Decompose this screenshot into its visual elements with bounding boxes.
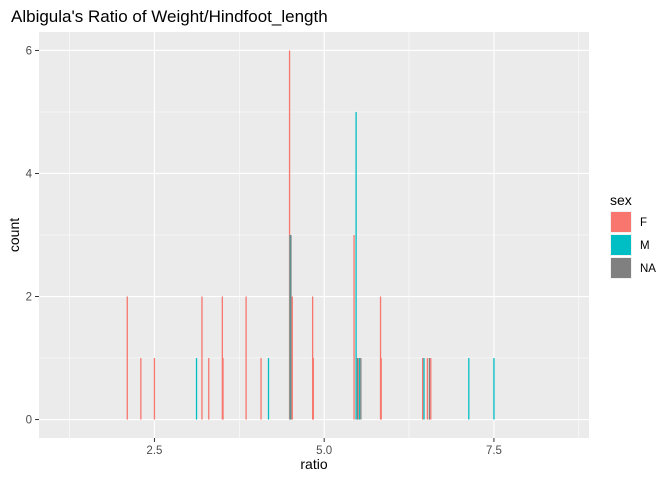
bar-NA [356,358,359,420]
bar-F [288,50,291,420]
y-tick-label: 2 [26,292,32,304]
bar-F [291,296,293,420]
minor-gridlines [39,32,589,438]
bar-F [245,296,247,420]
bar-M [195,358,198,420]
bar-M [493,358,495,420]
bar-F [208,358,210,420]
bar-F [357,358,359,420]
bar-F [379,296,382,420]
bar-M [355,111,357,420]
bar-F [201,296,203,420]
x-tick-label: 7.5 [486,445,502,457]
y-tick-label: 0 [26,415,32,427]
legend: sex FM NA [610,192,656,279]
x-tick-label: 5.0 [316,445,332,457]
bar-F [221,296,223,420]
x-axis-title: ratio [300,456,327,472]
legend-swatch-F [611,212,631,232]
bar-F [140,358,142,420]
bar-F [353,235,355,420]
legend-swatch-M [611,235,631,255]
legend-title: sex [610,192,632,208]
chart-title: Albigula's Ratio of Weight/Hindfoot_leng… [11,7,328,26]
bar-NA [290,235,292,420]
bar-F [153,358,156,420]
bar-M [289,235,291,420]
bar-F [311,296,314,420]
bar-M [358,358,361,420]
bar-M [267,358,270,420]
bar-F [222,358,224,420]
bar-F [312,358,314,420]
bar-NA [360,358,362,420]
x-tick-label: 2.5 [146,445,162,457]
y-tick-label: 6 [26,45,32,57]
bar-F [260,358,262,420]
legend-label-F: F [640,217,647,229]
y-tick-label: 4 [26,168,33,180]
y-axis-title: count [6,218,22,252]
x-axis-ticks: 2.5 5.0 7.5 [146,438,502,457]
bar-F [426,358,429,420]
bar-F [421,358,424,420]
bar-M [423,358,425,420]
bar-F [126,296,128,420]
bar-M [468,358,470,420]
legend-label-NA: NA [640,263,656,275]
bar-F [380,358,382,420]
y-axis-ticks: 0 2 4 6 [26,45,39,427]
legend-label-M: M [640,240,650,252]
histogram-bars [126,50,495,420]
bar-F [430,358,432,420]
legend-swatch-NA [611,258,631,278]
bar-NA [428,358,431,420]
